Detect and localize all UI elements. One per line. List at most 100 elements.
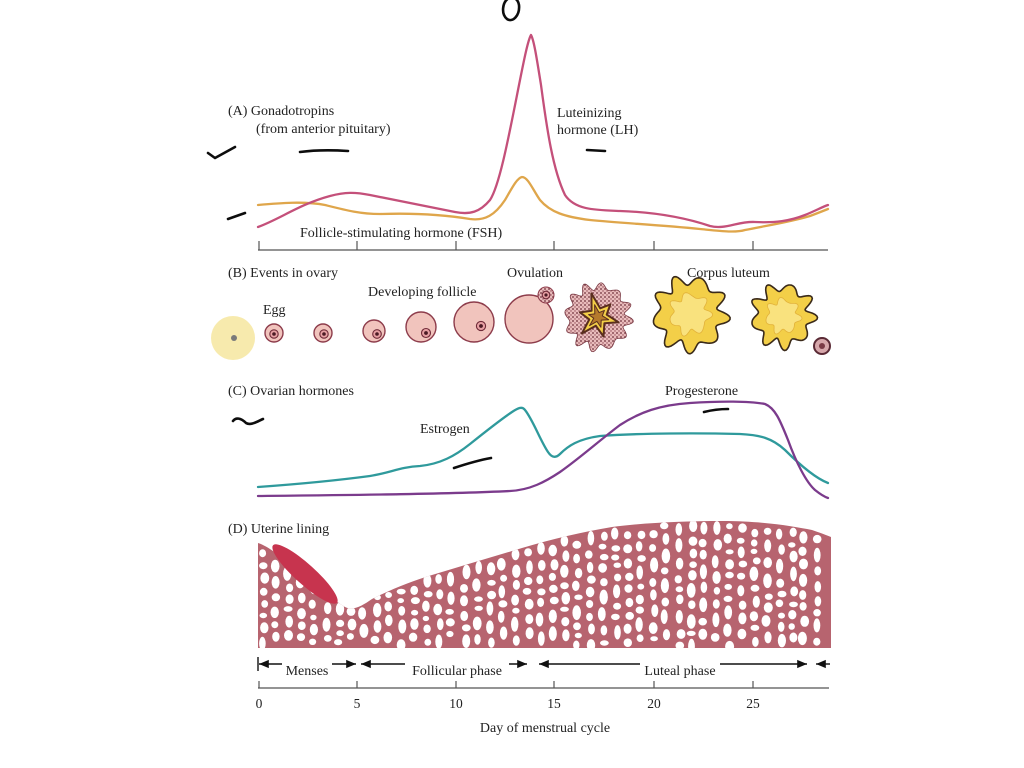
uterine-gland bbox=[637, 583, 645, 590]
uterine-gland bbox=[411, 609, 419, 616]
panel-c-title: (C) Ovarian hormones bbox=[228, 384, 354, 399]
uterine-gland bbox=[675, 538, 683, 553]
uterine-gland bbox=[799, 558, 808, 570]
uterine-gland bbox=[676, 629, 686, 639]
uterine-gland bbox=[623, 558, 633, 569]
uterine-gland bbox=[410, 585, 419, 596]
uterine-gland bbox=[561, 592, 571, 605]
handwritten-dash bbox=[585, 148, 607, 153]
uterine-gland bbox=[286, 583, 294, 593]
uterine-gland bbox=[686, 614, 696, 629]
panel-d-title: (D) Uterine lining bbox=[228, 522, 329, 537]
uterine-gland bbox=[397, 598, 405, 604]
uterine-gland bbox=[512, 607, 520, 614]
uterine-gland bbox=[323, 635, 332, 642]
handwritten-tilde bbox=[231, 417, 265, 426]
uterine-gland bbox=[562, 629, 570, 642]
follicle-stage-3 bbox=[362, 319, 386, 343]
corpus-luteum-small bbox=[751, 284, 819, 352]
egg-nucleus bbox=[424, 331, 428, 335]
uterine-gland bbox=[635, 606, 644, 614]
uterine-gland bbox=[613, 584, 621, 599]
uterine-gland bbox=[738, 600, 747, 610]
uterine-gland bbox=[560, 582, 569, 590]
egg-nucleus bbox=[322, 332, 326, 336]
handwritten-annotations bbox=[206, 145, 730, 470]
ruptured-follicle bbox=[564, 282, 634, 353]
egg-nucleus bbox=[479, 324, 483, 328]
uterine-gland bbox=[750, 548, 758, 555]
uterine-gland bbox=[698, 617, 707, 626]
developing-follicle-label: Developing follicle bbox=[368, 285, 476, 300]
uterine-gland bbox=[751, 528, 759, 538]
uterine-gland bbox=[725, 549, 734, 555]
uterine-gland bbox=[613, 562, 622, 568]
uterine-gland bbox=[597, 607, 606, 622]
progesterone-curve bbox=[256, 400, 830, 500]
uterine-gland bbox=[336, 630, 344, 637]
uterine-gland bbox=[814, 566, 822, 576]
handwritten-check-mark bbox=[206, 145, 237, 160]
uterine-gland bbox=[800, 615, 810, 627]
uterine-gland bbox=[737, 628, 747, 640]
handwritten-zero-mark bbox=[501, 0, 521, 22]
uterine-gland bbox=[488, 637, 495, 648]
uterine-gland bbox=[384, 601, 393, 612]
uterine-gland bbox=[561, 617, 570, 627]
uterine-glands bbox=[259, 521, 822, 648]
uterine-gland bbox=[648, 622, 658, 634]
uterine-gland bbox=[435, 634, 443, 648]
uterine-gland bbox=[538, 560, 546, 571]
ruptured-follicle-core bbox=[588, 304, 610, 328]
uterine-gland bbox=[689, 561, 697, 568]
corpus-luteum-inner bbox=[765, 297, 803, 335]
progesterone-label: Progesterone bbox=[665, 384, 738, 399]
uterine-gland bbox=[625, 597, 634, 608]
uterine-gland bbox=[623, 544, 633, 554]
uterine-gland bbox=[661, 548, 671, 564]
tick-label-day-0: 0 bbox=[256, 696, 263, 711]
uterine-gland bbox=[475, 560, 483, 575]
uterine-gland bbox=[586, 600, 594, 608]
estrogen-label: Estrogen bbox=[420, 422, 470, 437]
uterine-gland bbox=[396, 639, 406, 648]
uterine-gland bbox=[472, 616, 482, 631]
uterine-gland bbox=[775, 599, 784, 608]
uterine-gland bbox=[522, 587, 532, 595]
uterine-gland bbox=[537, 597, 545, 608]
uterine-gland bbox=[789, 632, 798, 643]
uterine-gland bbox=[537, 542, 545, 555]
uterine-gland bbox=[486, 601, 494, 616]
uterine-gland bbox=[749, 611, 759, 622]
uterine-gland bbox=[433, 603, 443, 616]
uterine-gland bbox=[798, 546, 807, 556]
uterine-gland bbox=[600, 625, 608, 636]
uterine-gland bbox=[474, 634, 481, 645]
uterine-gland bbox=[675, 523, 683, 536]
menses-label: Menses bbox=[286, 664, 329, 679]
uterine-gland bbox=[674, 575, 682, 584]
uterine-gland bbox=[625, 572, 634, 582]
uterine-gland bbox=[525, 614, 534, 625]
uterine-gland bbox=[686, 583, 696, 598]
uterine-gland bbox=[600, 640, 609, 646]
uterine-gland bbox=[812, 534, 822, 544]
uterine-gland bbox=[790, 566, 797, 582]
follicular-label-bg bbox=[405, 661, 509, 679]
uterine-gland bbox=[676, 594, 684, 605]
uterine-gland bbox=[535, 612, 544, 627]
uterine-gland bbox=[587, 531, 595, 546]
uterine-gland bbox=[574, 594, 583, 600]
uterine-gland bbox=[385, 592, 392, 598]
panel-b-ovary-events: (B) Events in ovary Ovulation Corpus lut… bbox=[228, 266, 831, 355]
uterine-gland bbox=[586, 612, 593, 622]
uterine-gland bbox=[536, 575, 544, 585]
uterine-gland bbox=[688, 536, 698, 546]
tick-label-day-20: 20 bbox=[647, 696, 661, 711]
uterine-gland bbox=[259, 562, 268, 570]
uterine-gland bbox=[512, 564, 521, 578]
uterine-gland bbox=[398, 619, 407, 634]
panel-a-subtitle: (from anterior pituitary) bbox=[256, 122, 391, 137]
uterine-gland bbox=[548, 626, 557, 641]
uterine-gland bbox=[347, 618, 357, 631]
